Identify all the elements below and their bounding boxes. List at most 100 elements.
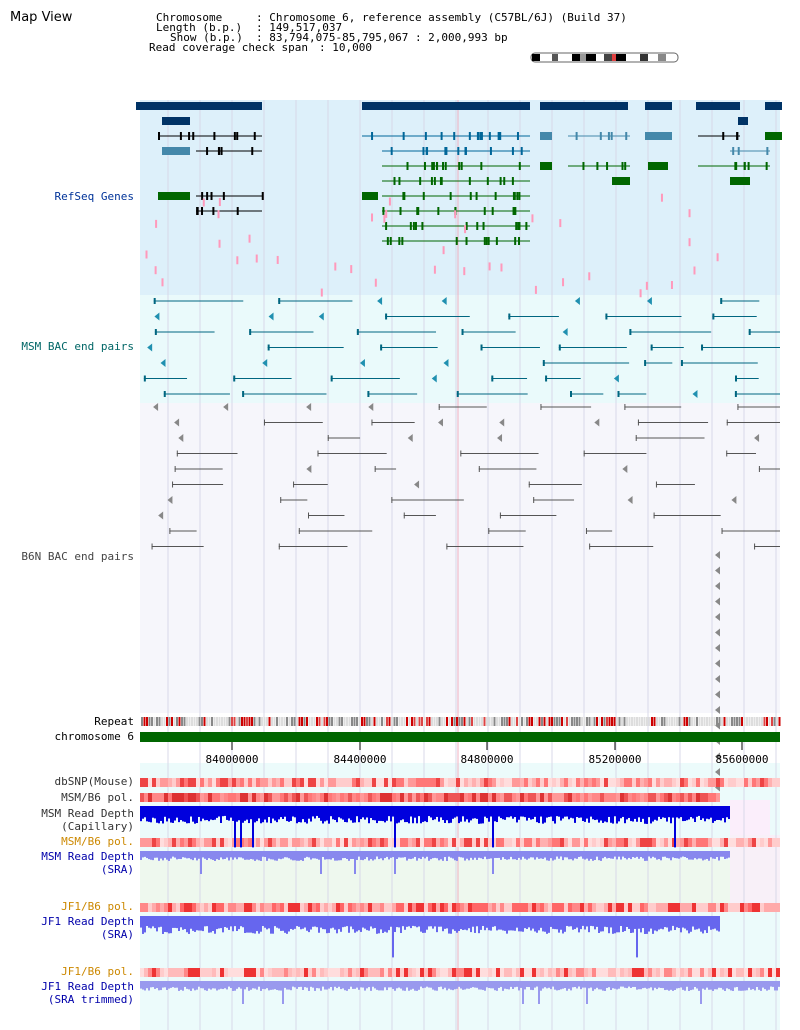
depth-bar xyxy=(752,981,754,990)
repeat-mark xyxy=(308,717,311,726)
heat-cell xyxy=(180,968,184,977)
gene-exon xyxy=(495,237,498,245)
depth-bar xyxy=(328,981,330,989)
heat-cell xyxy=(356,838,360,847)
heat-cell xyxy=(332,903,336,912)
msm-b6-pol-label: MSM/B6 pol. xyxy=(61,791,134,804)
depth-bar xyxy=(530,981,532,990)
depth-bar xyxy=(282,981,284,1004)
depth-bar xyxy=(712,916,714,930)
heat-cell xyxy=(556,838,560,847)
heat-cell xyxy=(552,793,556,802)
depth-bar xyxy=(186,851,188,859)
gene-pink-mark xyxy=(255,254,258,263)
repeat-mark xyxy=(338,717,341,726)
depth-bar xyxy=(664,916,666,928)
depth-bar xyxy=(628,851,630,858)
depth-bar xyxy=(686,851,688,858)
heat-cell xyxy=(176,793,180,802)
heat-cell xyxy=(496,968,500,977)
depth-bar xyxy=(592,806,594,820)
heat-cell xyxy=(264,793,268,802)
heat-cell xyxy=(464,793,468,802)
gene-exon xyxy=(389,237,392,245)
depth-bar xyxy=(416,981,418,991)
b6n-bac-label[interactable]: B6N BAC end pairs xyxy=(21,550,134,563)
heat-cell xyxy=(400,903,404,912)
depth-bar xyxy=(356,981,358,988)
depth-bar xyxy=(238,916,240,930)
bac-end xyxy=(734,391,737,397)
heat-cell xyxy=(572,838,576,847)
depth-bar xyxy=(600,916,602,932)
repeat-mark xyxy=(201,717,203,726)
b6n-bac-pairs[interactable] xyxy=(151,403,780,792)
depth-bar xyxy=(154,806,156,819)
gene-exon xyxy=(516,132,519,140)
depth-bar xyxy=(412,916,414,926)
heat-cell xyxy=(152,778,156,787)
heat-cell xyxy=(728,838,732,847)
gene-exon xyxy=(511,177,514,185)
heat-cell xyxy=(612,968,616,977)
heat-cell xyxy=(336,838,340,847)
msm-bac-pairs[interactable] xyxy=(143,297,780,398)
depth-bar xyxy=(588,981,590,989)
depth-bar xyxy=(696,806,698,817)
heat-cell xyxy=(636,793,640,802)
depth-bar xyxy=(356,916,358,932)
repeat-mark xyxy=(358,717,361,726)
repeat-mark xyxy=(151,717,153,726)
depth-bar xyxy=(156,981,158,989)
depth-bar xyxy=(442,806,444,821)
heat-cell xyxy=(676,968,680,977)
depth-bar xyxy=(342,806,344,820)
gene-exon xyxy=(440,132,443,140)
gene-block xyxy=(162,117,190,125)
heat-cell xyxy=(224,838,228,847)
depth-bar xyxy=(388,916,390,931)
depth-bar xyxy=(280,981,282,991)
depth-bar xyxy=(188,851,190,859)
heat-cell xyxy=(164,968,168,977)
depth-bar xyxy=(620,806,622,819)
gene-exon xyxy=(422,192,425,200)
depth-bar xyxy=(690,916,692,932)
repeat-mark xyxy=(391,717,393,726)
repeat-mark xyxy=(343,717,346,726)
depth-bar xyxy=(472,916,474,927)
depth-bar xyxy=(276,916,278,928)
depth-bar xyxy=(434,981,436,991)
depth-bar xyxy=(164,851,166,858)
chromosome-ideogram[interactable] xyxy=(530,52,679,63)
heat-cell xyxy=(180,903,184,912)
depth-bar xyxy=(190,916,192,929)
depth-bar xyxy=(142,981,144,990)
heat-cell xyxy=(576,903,580,912)
msm-bac-label[interactable]: MSM BAC end pairs xyxy=(21,340,134,353)
depth-bar xyxy=(352,916,354,930)
heat-cell xyxy=(684,903,688,912)
depth-bar xyxy=(644,806,646,824)
depth-bar xyxy=(344,806,346,823)
depth-bar xyxy=(658,981,660,988)
gene-exon xyxy=(621,162,624,170)
depth-bar xyxy=(670,916,672,931)
heat-cell xyxy=(772,903,776,912)
depth-bar xyxy=(388,851,390,860)
axis-tick-label: 85600000 xyxy=(715,753,769,766)
repeat-mark xyxy=(406,717,408,726)
depth-bar xyxy=(300,851,302,861)
depth-bar xyxy=(538,806,540,824)
depth-bar xyxy=(378,806,380,821)
bac-end xyxy=(734,375,737,382)
refseq-genes[interactable] xyxy=(136,102,782,298)
heat-cell xyxy=(688,778,692,787)
refseq-label[interactable]: RefSeq Genes xyxy=(54,190,134,203)
heat-cell xyxy=(716,838,720,847)
heat-cell xyxy=(188,778,192,787)
depth-bar xyxy=(208,851,210,859)
bac-end-marker xyxy=(627,496,633,504)
bac-end xyxy=(391,497,393,503)
heat-cell xyxy=(192,968,196,977)
